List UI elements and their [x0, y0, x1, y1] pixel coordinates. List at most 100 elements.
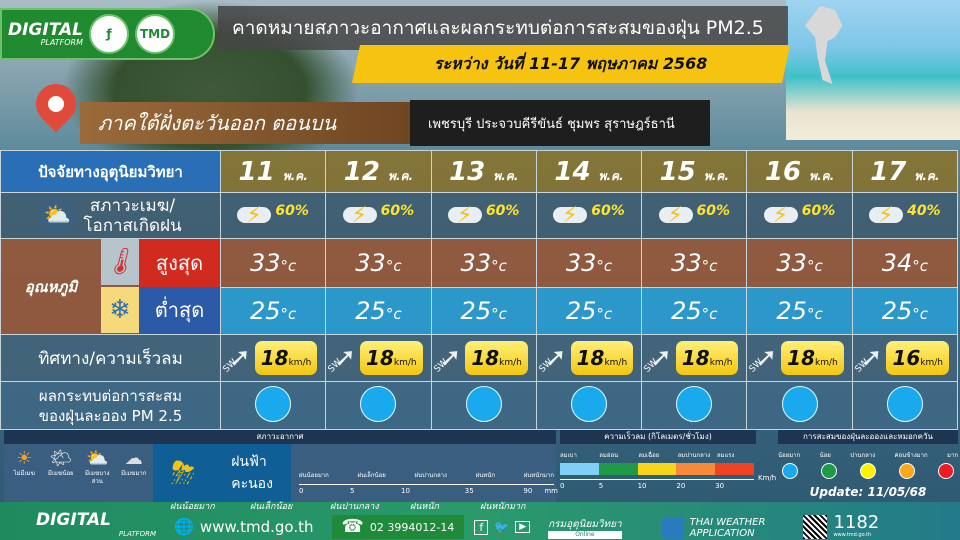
twitter-icon[interactable]: 🐦: [494, 520, 510, 534]
pm-level-dot: [676, 385, 713, 422]
wind-color-segment: [715, 463, 754, 475]
footer-rain-label: ฝนปานกลาง: [330, 502, 379, 512]
thunderstorm-icon: [237, 203, 272, 229]
pm-cell: [641, 381, 748, 430]
speed-unit: km/h: [499, 358, 522, 368]
max-temp: 34: [881, 248, 913, 277]
wind-tick: 10: [637, 482, 647, 490]
website-link[interactable]: 🌐 www.tmd.go.th: [174, 515, 314, 539]
pm-legend-label: น้อยมาก: [778, 452, 801, 459]
tmd-logo: TMD: [134, 14, 175, 54]
wind-color-segment: [637, 463, 677, 475]
min-temp: 25: [671, 296, 702, 325]
thermometer-hot-icon: 🌡: [101, 239, 139, 285]
rain-chance: 40%: [907, 202, 941, 219]
thunderstorm-icon: ⛈: [171, 455, 196, 491]
sky-icon: ☁: [124, 448, 143, 469]
sky-legend-item: ☁ มีเมฆมาก: [118, 448, 151, 486]
speed-unit: km/h: [920, 358, 944, 368]
pm-legend: การสะสมของฝุ่นละอองและหมอกควัน น้อยมาก น้…: [778, 430, 958, 502]
max-temp-cell: 33°c: [325, 238, 432, 288]
degree-unit: °c: [385, 256, 402, 275]
wind-direction: SW: [747, 357, 766, 375]
max-temp-cell: 33°c: [746, 238, 853, 288]
logo-text: DIGITAL: [8, 19, 83, 40]
pm-level-dot: [465, 385, 502, 422]
max-temp-cell: 34°c: [851, 238, 959, 288]
youtube-icon[interactable]: ▶: [515, 521, 531, 533]
pm-label-1: ผลกระทบต่อการสะสม: [38, 386, 183, 405]
app-name-2: APPLICATION: [689, 528, 755, 539]
rain-tick: 90: [523, 487, 533, 495]
forecast-table: ปัจจัยทางอุตุนิยมวิทยา 11 พ.ค. 12 พ.ค. 13 พ.ค.…: [0, 150, 959, 430]
day-header-17: 17 พ.ค.: [851, 150, 959, 193]
weather-legend: สภาวะอากาศ ☀ ไม่มีเมฆ 🌤 มีเมฆน้อย ⛅ มีเมฆบางส…: [4, 430, 558, 502]
pm-cell: [219, 381, 327, 430]
min-temp-cell: 25°c: [430, 286, 537, 335]
rain-chance: 60%: [485, 202, 520, 219]
pm-legend-dot: [821, 463, 837, 479]
rain-chance: 60%: [380, 202, 415, 219]
wind-direction-arrow-icon: ➚ SW: [853, 343, 883, 375]
wind-cell: ➚ SW 18km/h: [219, 334, 327, 382]
wind-cell: ➚ SW 18km/h: [535, 334, 643, 382]
sky-icon: 🌤: [49, 448, 73, 469]
max-temp-cell: 33°c: [641, 238, 748, 288]
pm-legend-label: ค่อนข้างมาก: [894, 452, 928, 459]
max-temp: 33: [249, 248, 281, 277]
day-number: 14: [554, 156, 591, 187]
thunderstorm-icon: [763, 203, 798, 229]
pm-level-dot: [255, 385, 292, 422]
date-range-banner: ระหว่าง วันที่ 11-17 พฤษภาคม 2568: [351, 45, 791, 83]
pm-label: ผลกระทบต่อการสะสม ของฝุ่นละออง PM 2.5: [0, 381, 221, 430]
rain-chance: 60%: [801, 202, 836, 219]
sky-icon: ⛅: [86, 448, 109, 469]
region-band: ภาคใต้ฝั่งตะวันออก ตอนบน เพชรบุรี ประจวบ…: [80, 100, 710, 146]
degree-unit: °c: [280, 256, 297, 275]
qr-code[interactable]: [803, 514, 828, 539]
footer: DIGITAL PLATFORM 🌐 www.tmd.go.th ☎ 02 39940…: [0, 502, 960, 540]
rain-tick: 35: [464, 487, 474, 495]
tmd-online[interactable]: กรมอุตุนิยมวิทยา Online: [548, 518, 622, 539]
pm-level-dot: [570, 385, 607, 422]
pm-cell: [325, 381, 432, 430]
pm-cell: [851, 381, 959, 430]
min-temp-cell: 25°c: [641, 286, 748, 335]
month-abbr: พ.ค.: [703, 168, 729, 183]
min-temp: 25: [881, 296, 913, 325]
wind-color-segment: [598, 463, 638, 475]
degree-unit: °c: [806, 256, 823, 275]
thunderstorm-icon: [447, 203, 482, 229]
wind-direction-arrow-icon: ➚ SW: [642, 343, 672, 375]
temperature-title: อุณหภูมิ: [24, 277, 78, 296]
thunderstorm-icon: [553, 203, 588, 229]
sky-icon: ☀: [16, 448, 33, 469]
phone-contact[interactable]: ☎ 02 3994012-14: [331, 515, 465, 539]
wind-speed-badge: 16km/h: [886, 341, 950, 375]
date-range: ระหว่าง วันที่ 11-17 พฤษภาคม 2568: [434, 53, 708, 73]
app-icon: [661, 517, 684, 539]
max-temp-cell: 33°c: [535, 238, 643, 288]
wind-cell: ➚ SW 18km/h: [746, 334, 853, 382]
wind-speed: 18: [681, 346, 710, 370]
facebook-icon[interactable]: f: [474, 519, 489, 535]
min-temp-cell: 25°c: [219, 286, 327, 335]
wind-tick: 20: [676, 482, 686, 490]
sky-cell: 60%: [746, 192, 853, 239]
wind-speed-badge: 18km/h: [675, 341, 739, 375]
footer-rain-label: ฝนหนักมาก: [480, 502, 526, 512]
pm-level-dot: [886, 385, 923, 422]
month-abbr: พ.ค.: [282, 168, 308, 183]
speed-unit: km/h: [288, 358, 312, 368]
wind-legend-label: ลมเฉื่อย: [638, 452, 660, 459]
wind-legend-label: ลมปานกลาง: [677, 452, 711, 459]
sky-legend-label: มีเมฆมาก: [121, 470, 147, 477]
speed-unit: km/h: [604, 358, 628, 368]
wind-cell: ➚ SW 18km/h: [641, 334, 748, 382]
rain-tick: 10: [401, 487, 410, 495]
rain-chance: 60%: [591, 202, 625, 219]
day-header-11: 11 พ.ค.: [219, 150, 327, 193]
rain-legend-label: ฝนหนัก: [475, 472, 495, 479]
thai-weather-app[interactable]: THAI WEATHER APPLICATION: [661, 517, 765, 539]
month-abbr: พ.ค.: [493, 168, 519, 183]
